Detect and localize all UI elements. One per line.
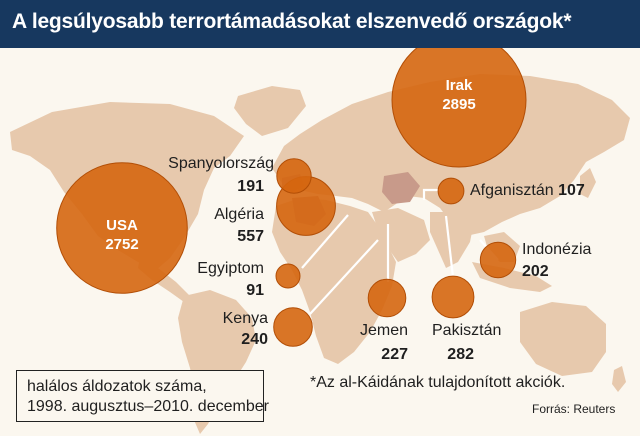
landmass-india [430, 212, 474, 268]
label-indonezia-value: 202 [522, 263, 549, 280]
bubble-jemen [367, 278, 407, 318]
landmass-japan [580, 168, 596, 198]
label-jemen-value: 227 [381, 346, 408, 363]
bubble-indonezia [479, 241, 517, 279]
bubble-egyiptom [275, 263, 301, 289]
leader-kenya [309, 239, 379, 315]
bubbles [56, 48, 527, 347]
label-pakisztan-name: Pakisztán [432, 322, 502, 339]
label-pakisztan-value: 282 [447, 346, 474, 363]
landmass-greenland [234, 86, 306, 136]
header-bar: A legsúlyosabb terrortámadásokat elszenv… [0, 0, 640, 48]
landmass-africa [272, 198, 396, 364]
leader-afghanistan [422, 188, 440, 200]
legend-line-1: halálos áldozatok száma, [27, 378, 207, 395]
label-egyiptom-name: Egyiptom [197, 260, 264, 277]
label-spanyolorszag-name: Spanyolország [168, 155, 274, 172]
label-algeria-value: 557 [237, 228, 264, 245]
bubble-spanyolorszag [276, 158, 312, 194]
label-kenya-name: Kenya [222, 310, 268, 327]
label-usa-value: 2752 [105, 236, 139, 253]
label-egyiptom-value: 91 [246, 282, 264, 299]
label-irak-name: Irak [445, 77, 473, 94]
afganisztan-name-text: Afganisztán [470, 182, 554, 199]
landmass-new-zealand [612, 366, 626, 392]
label-irak-value: 2895 [442, 96, 476, 113]
bubble-kenya [273, 307, 313, 347]
page-title: A legsúlyosabb terrortámadásokat elszenv… [12, 10, 572, 33]
leader-egypt [301, 214, 349, 269]
bubble-irak [391, 48, 527, 168]
label-afganisztan-name: Afganisztán 107 [470, 182, 585, 200]
label-usa-name: USA [106, 217, 138, 234]
label-jemen-name: Jemen [359, 322, 408, 339]
bubble-usa [56, 162, 188, 294]
label-algeria-name: Algéria [214, 206, 264, 223]
bubble-pakisztan [431, 275, 475, 319]
legend-line-2: 1998. augusztus–2010. december [27, 398, 269, 415]
label-indonezia-name: Indonézia [522, 241, 592, 258]
landmass-australia [520, 302, 606, 376]
source-credit: Forrás: Reuters [532, 402, 616, 416]
label-kenya-value: 240 [241, 331, 268, 348]
legend-box: halálos áldozatok száma, 1998. augusztus… [16, 370, 269, 422]
landmass-arabia [372, 208, 430, 262]
leader-pakistan [444, 215, 455, 278]
footnote: *Az al-Káidának tulajdonított akciók. [310, 374, 566, 391]
afganisztan-value-text: 107 [558, 182, 585, 199]
highlight-iraq-region [382, 172, 420, 204]
bubble-afganisztan [437, 177, 465, 205]
label-spanyolorszag-value: 191 [237, 178, 264, 195]
